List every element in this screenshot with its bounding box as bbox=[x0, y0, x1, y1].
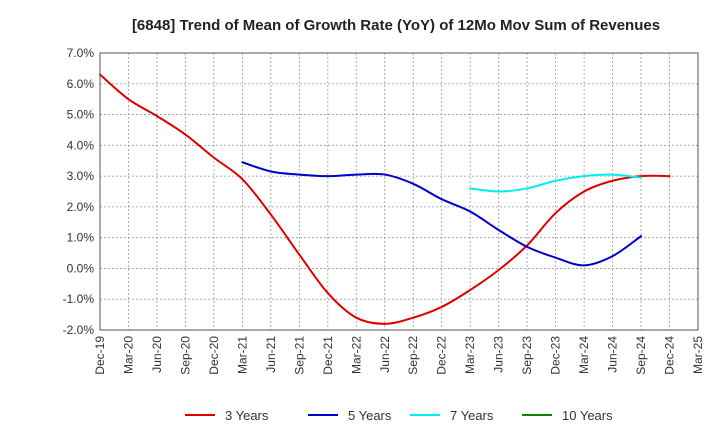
x-tick-label: Dec-22 bbox=[435, 336, 449, 375]
series-line-7-years bbox=[469, 173, 643, 193]
x-tick-label: Sep-23 bbox=[520, 336, 534, 375]
y-tick-label: -1.0% bbox=[63, 292, 95, 306]
legend-label-7-years: 7 Years bbox=[450, 408, 494, 423]
x-tick-label: Mar-20 bbox=[121, 336, 135, 374]
x-tick-label: Jun-21 bbox=[264, 336, 278, 373]
axes: 7.0% 6.0% 5.0% 4.0% 3.0% 2.0% 1.0% 0.0% -1.0% -2.… bbox=[63, 46, 705, 375]
x-tick-label: Mar-23 bbox=[463, 336, 477, 374]
x-tick-label: Dec-23 bbox=[549, 336, 563, 375]
x-tick-label: Mar-24 bbox=[577, 336, 591, 374]
y-tick-label: -2.0% bbox=[63, 323, 95, 337]
y-tick-label: 5.0% bbox=[67, 108, 95, 122]
x-tick-label: Jun-23 bbox=[492, 336, 506, 373]
x-tick-label: Jun-20 bbox=[150, 336, 164, 373]
x-tick-label: Mar-25 bbox=[691, 336, 705, 374]
grid bbox=[99, 52, 699, 331]
y-tick-label: 7.0% bbox=[67, 46, 95, 60]
x-tick-label: Dec-20 bbox=[207, 336, 221, 375]
x-tick-label: Sep-21 bbox=[292, 336, 306, 375]
y-tick-label: 4.0% bbox=[67, 138, 95, 152]
x-tick-label: Dec-24 bbox=[663, 336, 677, 375]
y-tick-label: 1.0% bbox=[67, 231, 95, 245]
series-line-3-years bbox=[99, 73, 671, 325]
x-tick-label: Mar-22 bbox=[349, 336, 363, 374]
plot-frame bbox=[99, 52, 699, 331]
x-tick-label: Dec-21 bbox=[321, 336, 335, 375]
legend: 3 Years 5 Years 7 Years 10 Years bbox=[185, 408, 613, 423]
x-tick-label: Jun-22 bbox=[378, 336, 392, 373]
series-line-5-years bbox=[241, 161, 643, 267]
y-tick-label: 6.0% bbox=[67, 77, 95, 91]
legend-label-3-years: 3 Years bbox=[225, 408, 269, 423]
y-tick-label: 2.0% bbox=[67, 200, 95, 214]
legend-label-5-years: 5 Years bbox=[348, 408, 392, 423]
legend-label-10-years: 10 Years bbox=[562, 408, 613, 423]
x-tick-label: Sep-22 bbox=[406, 336, 420, 375]
x-tick-label: Sep-20 bbox=[178, 336, 192, 375]
series-lines bbox=[99, 73, 671, 325]
x-tick-label: Mar-21 bbox=[235, 336, 249, 374]
y-tick-label: 0.0% bbox=[67, 261, 95, 275]
x-tick-label: Jun-24 bbox=[606, 336, 620, 373]
x-tick-label: Dec-19 bbox=[93, 336, 107, 375]
y-tick-label: 3.0% bbox=[67, 169, 95, 183]
x-tick-label: Sep-24 bbox=[634, 336, 648, 375]
chart-title: [6848] Trend of Mean of Growth Rate (YoY… bbox=[132, 17, 660, 34]
